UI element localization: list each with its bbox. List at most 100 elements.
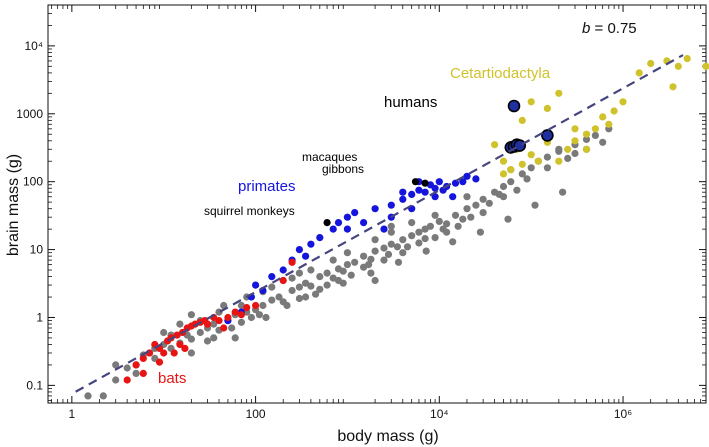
data-point [268,273,276,281]
annotation-humans: humans [384,94,437,111]
y-tick-label: 1 [36,310,43,324]
data-point [669,83,677,91]
data-point [347,271,355,279]
data-point [555,157,563,165]
series-primates [224,172,480,325]
y-tick-label: 0.1 [26,378,43,392]
data-point [220,324,228,332]
data-point [302,279,310,287]
data-point [411,178,420,186]
x-tick-label: 100 [246,407,266,421]
data-point [371,205,379,213]
data-point [231,308,239,316]
annotation-squirrel-monkeys: squirrel monkeys [204,204,295,218]
data-point [288,286,296,295]
data-point [431,184,439,192]
data-point [288,274,296,282]
data-point [210,320,218,328]
data-point [408,219,416,227]
data-point [449,193,457,201]
data-point [426,222,434,230]
data-point [451,211,460,219]
data-point [176,340,184,349]
data-point [491,141,499,149]
data-point [513,186,521,194]
data-point [527,164,535,172]
data-point [339,267,347,275]
data-point [683,55,691,63]
data-point [555,145,563,153]
y-tick-label: 1000 [16,107,43,121]
data-point [295,283,303,291]
data-point [252,281,260,289]
data-point [316,234,324,242]
data-point [399,188,407,196]
data-point [203,337,212,345]
data-point [543,153,552,161]
data-point [187,349,195,357]
y-axis-title: brain mass (g) [5,154,22,256]
series-bats [123,258,296,384]
data-point [220,301,228,310]
annotation-bats: bats [158,370,186,387]
data-point [582,135,591,143]
data-point [307,266,315,274]
data-point [408,232,416,240]
data-point [343,249,351,257]
data-point [329,225,337,233]
data-point [439,225,447,233]
data-point [599,113,607,121]
data-point [518,116,526,124]
data-point [268,283,276,291]
data-point [476,228,484,236]
data-point [371,276,379,285]
y-tick-label: 10⁴ [24,39,43,53]
data-point [431,211,439,219]
data-point [564,154,572,162]
data-point [610,107,618,115]
data-point [591,125,600,133]
data-point [422,247,430,255]
data-point [262,313,270,322]
annotations: primates bats Cetartiodactyla humans macaque… [158,65,551,387]
series-cetartiodactyla [491,55,709,178]
data-point [647,59,655,68]
data-point [231,334,239,342]
data-point [523,175,531,183]
data-point [459,178,467,186]
data-point [605,120,613,128]
data-point [351,258,359,266]
data-point [323,281,331,289]
data-point [132,361,140,369]
data-point [534,157,543,165]
data-point [295,294,303,303]
data-point [504,215,512,223]
data-point [196,328,204,337]
data-point [84,392,92,400]
data-point [555,89,563,97]
data-point [599,138,607,146]
data-point [132,369,140,377]
data-point [559,188,567,196]
data-point [472,175,480,183]
data-point [334,219,343,227]
y-tick-label: 10 [30,243,44,257]
data-point [415,239,423,247]
data-point [459,215,467,223]
data-point [339,279,347,287]
data-point [343,225,351,233]
data-point [170,349,178,357]
data-point [467,213,475,221]
data-point [421,235,429,243]
data-point [316,273,324,281]
data-point [463,193,471,201]
data-point [619,98,627,106]
y-tick-label: 100 [23,175,43,189]
data-point [237,318,245,326]
data-point [380,225,388,233]
data-point [408,190,416,198]
data-point [479,209,487,217]
data-point [387,201,395,209]
x-axis-title: body mass (g) [337,428,438,445]
data-point [112,376,120,384]
